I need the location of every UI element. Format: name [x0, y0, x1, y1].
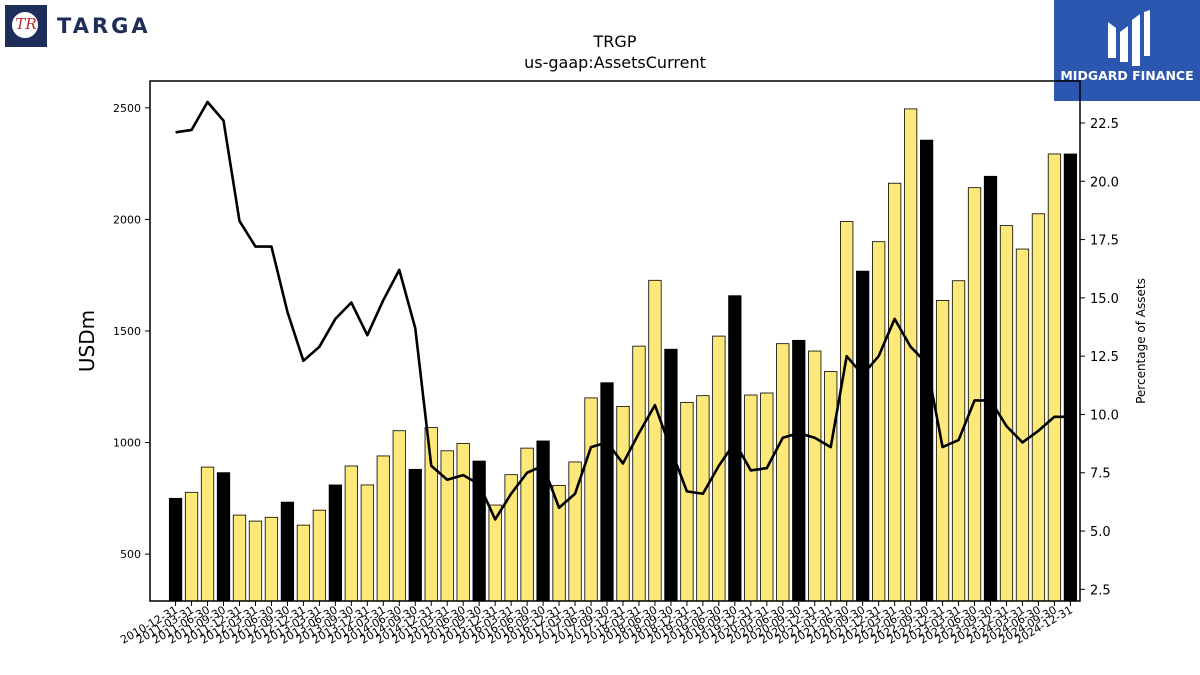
y2-tick-label: 20.0	[1090, 175, 1119, 190]
bar	[792, 339, 806, 602]
plot-frame	[149, 80, 1081, 602]
bar	[919, 139, 934, 602]
bar	[1063, 153, 1078, 602]
bar	[360, 484, 374, 602]
bar	[1031, 213, 1046, 602]
bar	[935, 299, 950, 602]
bar	[840, 221, 854, 602]
bar	[1015, 248, 1030, 602]
bar	[328, 484, 342, 602]
bar	[664, 348, 678, 602]
targa-logo-mark: TR	[5, 5, 47, 47]
bar	[712, 335, 726, 602]
bar	[232, 514, 247, 602]
y-tick-label: 1500	[113, 325, 141, 338]
y-axis-label: USDm	[75, 310, 99, 372]
bar	[376, 455, 390, 602]
bar	[1047, 153, 1062, 602]
targa-logo: TR TARGA	[5, 5, 165, 47]
bar	[216, 472, 231, 602]
bar	[456, 443, 470, 602]
bar	[344, 465, 358, 602]
targa-logo-initials: TR	[15, 15, 37, 33]
bar	[824, 371, 838, 602]
bar	[696, 395, 710, 602]
bar	[296, 524, 311, 602]
bar	[440, 450, 454, 602]
y2-tick-label: 22.5	[1090, 117, 1119, 132]
bar	[856, 270, 870, 602]
bar	[584, 397, 598, 602]
midgard-logo-mark-icon	[1108, 10, 1150, 66]
bar	[760, 392, 774, 602]
bar	[616, 405, 630, 602]
targa-logo-ring	[10, 10, 40, 40]
bar	[200, 466, 215, 602]
y2-tick-label: 17.5	[1090, 234, 1119, 249]
y2-tick-label: 12.5	[1090, 350, 1119, 365]
y-tick-label: 1000	[113, 437, 141, 450]
y2-tick-label: 5.0	[1090, 525, 1111, 540]
bar	[808, 350, 822, 602]
y-tick-label: 500	[120, 548, 141, 561]
bar	[264, 516, 279, 602]
midgard-brand-text: MIDGARD FINANCE	[1060, 68, 1194, 83]
bar	[983, 175, 998, 602]
bar	[632, 345, 646, 602]
bar	[424, 427, 438, 602]
y2-tick-label: 7.5	[1090, 467, 1111, 482]
y2-tick-label: 2.5	[1090, 583, 1111, 598]
bar	[999, 225, 1014, 602]
bar	[248, 520, 263, 602]
bar	[903, 108, 918, 602]
bar	[967, 187, 982, 602]
bar	[776, 343, 790, 602]
bar	[680, 401, 694, 602]
bar	[648, 279, 662, 602]
bar	[184, 491, 199, 602]
bar	[392, 430, 406, 602]
chart-title: TRGP	[593, 32, 637, 51]
targa-brand-text: TARGA	[57, 14, 151, 38]
bar	[280, 501, 295, 602]
bar	[408, 468, 422, 602]
y2-tick-label: 10.0	[1090, 408, 1119, 423]
y2-tick-label: 15.0	[1090, 292, 1119, 307]
y2-axis-label: Percentage of Assets	[1134, 278, 1148, 404]
y-tick-label: 2500	[113, 102, 141, 115]
bar	[168, 497, 183, 602]
chart-subtitle: us-gaap:AssetsCurrent	[524, 53, 706, 72]
y-tick-label: 2000	[113, 213, 141, 226]
series-line-percentage	[175, 100, 1071, 521]
midgard-finance-logo: MIDGARD FINANCE	[1054, 0, 1200, 101]
bar	[312, 509, 327, 602]
bar	[872, 241, 886, 602]
bar	[744, 394, 758, 602]
bar	[888, 182, 902, 602]
bar	[600, 382, 614, 602]
